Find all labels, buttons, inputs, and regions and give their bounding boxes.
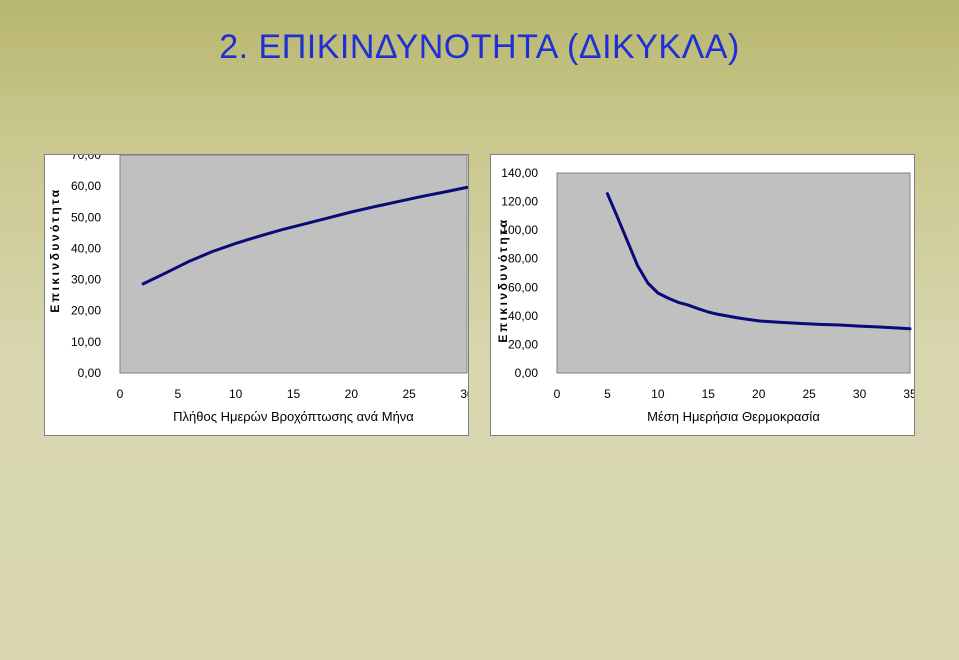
x-tick-label: 20 [345,387,359,401]
x-tick-label: 15 [287,387,301,401]
y-tick-label: 80,00 [508,252,538,266]
x-tick-label: 25 [802,387,816,401]
y-tick-label: 20,00 [71,304,101,318]
y-axis-label: Επικινδυνότητα [48,187,62,312]
x-tick-label: 10 [651,387,665,401]
y-tick-label: 140,00 [501,166,538,180]
x-tick-label: 5 [604,387,611,401]
chart-temperature-risk-svg: 0,00 20,00 40,00 60,00 80,00 100,00 120,00 140,… [496,166,914,424]
x-tick-label: 30 [853,387,867,401]
y-tick-label: 60,00 [71,179,101,193]
x-tick-label: 20 [752,387,766,401]
x-tick-label: 0 [117,387,124,401]
x-tick-label: 25 [402,387,416,401]
y-tick-label: 40,00 [71,241,101,255]
slide-title: 2. ΕΠΙΚΙΝΔΥΝΟΤΗΤΑ (ΔΙΚΥΚΛΑ) [219,28,740,66]
y-tick-label: 0,00 [515,366,539,380]
x-tick-label: 10 [229,387,243,401]
y-tick-label: 100,00 [501,223,538,237]
plot-area [556,172,911,374]
x-tick-label: 5 [174,387,181,401]
y-tick-label: 30,00 [71,273,101,287]
x-tick-label: 35 [903,387,914,401]
chart-rainfall-risk: 0,00 10,00 20,00 30,00 40,00 50,00 60,00 70,00 0… [44,154,469,436]
y-tick-label: 0,00 [78,366,102,380]
plot-area [119,155,468,374]
y-tick-label: 120,00 [501,195,538,209]
y-tick-label: 40,00 [508,309,538,323]
y-tick-label: 20,00 [508,337,538,351]
x-tick-label: 15 [702,387,716,401]
y-axis-label: Επικινδυνότητα [496,217,510,342]
x-tick-label: 0 [554,387,561,401]
y-tick-label: 10,00 [71,335,101,349]
y-tick-label: 60,00 [508,280,538,294]
x-axis-label: Μέση Ημερήσια Θερμοκρασία [647,409,820,424]
chart-temperature-risk: 0,00 20,00 40,00 60,00 80,00 100,00 120,00 140,… [490,154,915,436]
x-axis-label: Πλήθος Ημερών Βροχόπτωσης ανά Μήνα [173,409,414,424]
x-tick-label: 30 [460,387,468,401]
y-tick-label: 50,00 [71,210,101,224]
y-tick-label: 70,00 [71,155,101,162]
chart-rainfall-risk-svg: 0,00 10,00 20,00 30,00 40,00 50,00 60,00 70,00 0… [48,155,468,424]
